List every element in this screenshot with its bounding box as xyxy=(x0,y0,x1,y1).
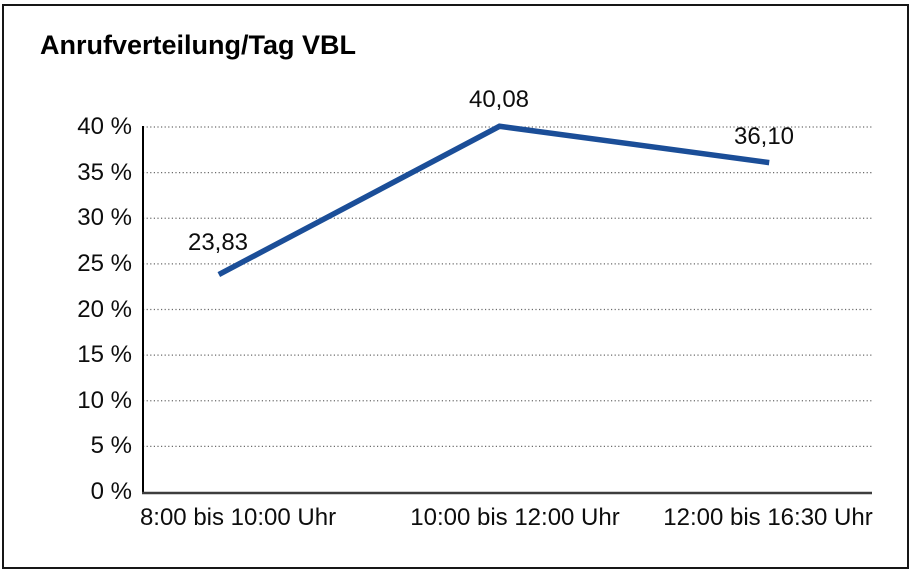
y-tick-label: 30 % xyxy=(77,204,132,231)
y-tick-label: 35 % xyxy=(77,159,132,186)
chart-title: Anrufverteilung/Tag VBL xyxy=(40,30,357,60)
x-tick-label: 10:00 bis 12:00 Uhr xyxy=(410,504,620,531)
x-tick-label: 12:00 bis 16:30 Uhr xyxy=(663,504,873,531)
y-tick-label: 25 % xyxy=(77,250,132,277)
x-tick-label: 8:00 bis 10:00 Uhr xyxy=(139,504,337,531)
y-tick-label: 5 % xyxy=(90,432,132,459)
data-point-label: 40,08 xyxy=(468,86,530,113)
y-tick-label: 20 % xyxy=(77,296,132,323)
data-point-label: 23,83 xyxy=(187,229,249,256)
y-tick-label: 15 % xyxy=(77,341,132,368)
data-point-label: 36,10 xyxy=(733,123,795,150)
series-line xyxy=(217,123,770,277)
y-tick-label: 0 % xyxy=(90,478,132,505)
y-tick-label: 10 % xyxy=(77,387,132,414)
y-tick-label: 40 % xyxy=(77,113,132,140)
